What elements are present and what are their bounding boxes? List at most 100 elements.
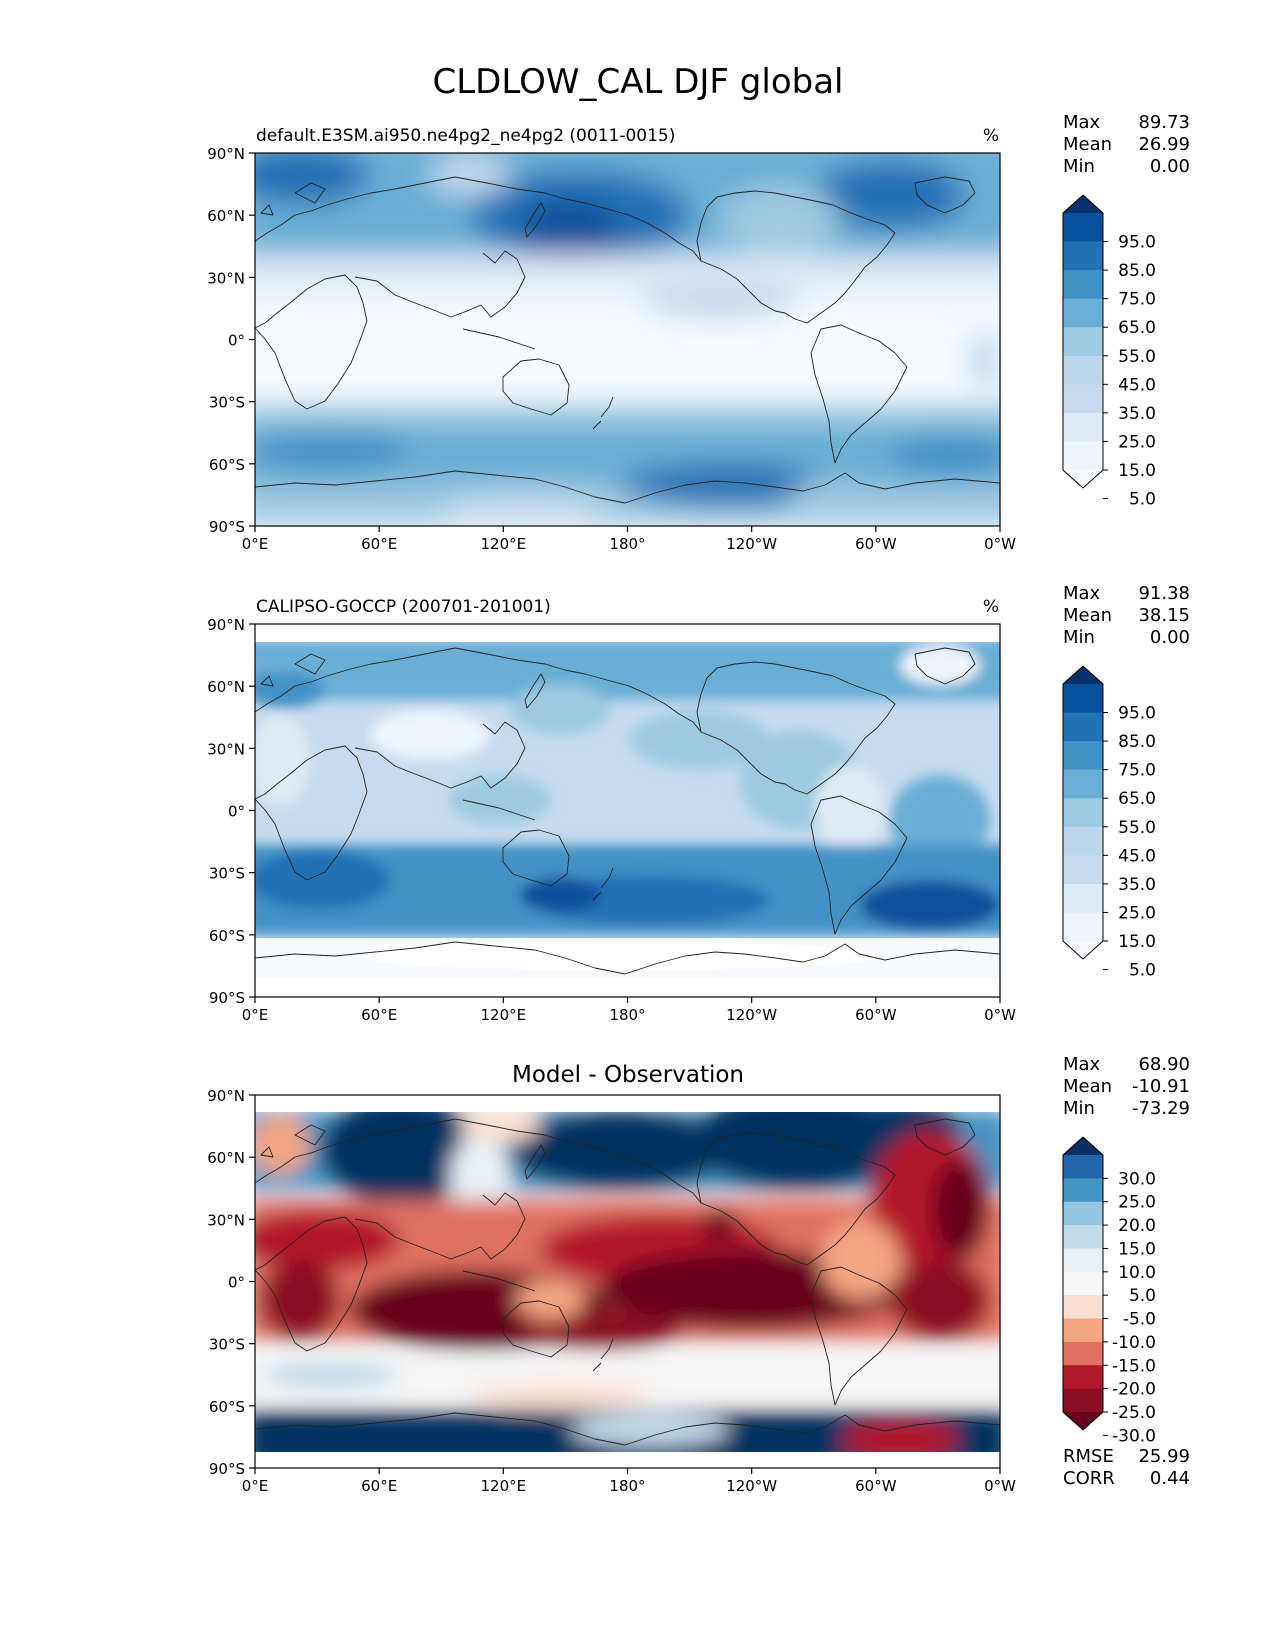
colorbar-segment <box>1063 1201 1103 1226</box>
stat-value: 91.38 <box>1138 583 1190 604</box>
colorbar-segment <box>1063 270 1103 300</box>
stats-block: Max 91.38 Mean 38.15 Min 0.00 <box>1063 583 1190 648</box>
lon-tick-label: 120°W <box>726 1477 777 1495</box>
lat-tick-label: 90°N <box>207 1087 245 1105</box>
colorbar-segment <box>1063 1365 1103 1390</box>
colorbar-tick-label: 85.0 <box>1118 732 1156 752</box>
stats-block: Max 68.90 Mean -10.91 Min -73.29 <box>1063 1054 1190 1119</box>
colorbar-extend-max <box>1063 1137 1103 1155</box>
colorbar-tick-label: -5.0 <box>1123 1310 1156 1330</box>
colorbar-segment <box>1063 1225 1103 1250</box>
colorbar: 95.0 85.0 75.0 65.0 55.0 45.0 35.0 25.0 15.0 5.0 <box>1062 665 1156 981</box>
lat-tick-label: 90°S <box>209 989 245 1007</box>
lat-tick-label: 60°S <box>209 456 245 474</box>
colorbar-extend-max <box>1063 195 1103 213</box>
colorbar-segment <box>1063 355 1103 385</box>
lon-tick-label: 120°E <box>481 1006 527 1024</box>
stat-value: 68.90 <box>1138 1054 1190 1075</box>
colorbar-tick-label: 5.0 <box>1129 961 1156 981</box>
colorbar-extend-min <box>1063 941 1103 959</box>
colorbar-tick-label: 45.0 <box>1118 375 1156 395</box>
stat-value: 25.99 <box>1138 1446 1190 1467</box>
colorbar-extend-max <box>1063 666 1103 684</box>
lat-tick-label: 0° <box>228 1274 245 1292</box>
stat-name: Mean <box>1063 1076 1112 1097</box>
panel-units: % <box>983 597 999 617</box>
colorbar-segment <box>1063 213 1103 243</box>
colorbar-segment <box>1063 327 1103 357</box>
lon-tick-label: 120°W <box>726 535 777 553</box>
stat-name: RMSE <box>1063 1446 1114 1467</box>
colorbar-segment <box>1063 241 1103 271</box>
lon-axis: 0°E 60°E 120°E 180° 120°W 60°W 0°W <box>242 526 1016 553</box>
stat-value: 0.44 <box>1150 1468 1190 1489</box>
lon-axis: 0°E 60°E 120°E 180° 120°W 60°W 0°W <box>242 997 1016 1024</box>
lat-tick-label: 30°N <box>207 740 245 758</box>
colorbar-extend-min <box>1063 1412 1103 1430</box>
colorbar-tick-label: 75.0 <box>1118 290 1156 310</box>
colorbar-tick-label: 65.0 <box>1118 318 1156 338</box>
colorbar-tick-label: 65.0 <box>1118 789 1156 809</box>
colorbar-tick-label: 5.0 <box>1129 1286 1156 1306</box>
colorbar-tick-label: 20.0 <box>1118 1216 1156 1236</box>
colorbar-tick-label: 55.0 <box>1118 818 1156 838</box>
lon-tick-label: 180° <box>609 535 645 553</box>
colorbar-tick-label: 75.0 <box>1118 761 1156 781</box>
colorbar-segment <box>1063 1271 1103 1296</box>
lon-tick-label: 60°E <box>361 535 397 553</box>
lon-tick-label: 120°E <box>481 535 527 553</box>
colorbar-segment <box>1063 712 1103 742</box>
stat-name: Max <box>1063 583 1101 604</box>
colorbar-tick-label: 15.0 <box>1118 932 1156 952</box>
stat-value: 38.15 <box>1138 605 1190 626</box>
colorbar-segment <box>1063 684 1103 714</box>
stat-value: 26.99 <box>1138 134 1190 155</box>
lat-tick-label: 90°S <box>209 518 245 536</box>
colorbar-segment <box>1063 298 1103 328</box>
colorbar-tick-label: 95.0 <box>1118 233 1156 253</box>
stat-value: 0.00 <box>1150 156 1190 177</box>
lon-axis: 0°E 60°E 120°E 180° 120°W 60°W 0°W <box>242 1468 1016 1495</box>
lon-tick-label: 60°W <box>855 1477 897 1495</box>
colorbar-tick-label: 35.0 <box>1118 875 1156 895</box>
colorbar-segment <box>1063 384 1103 414</box>
lat-tick-label: 30°N <box>207 269 245 287</box>
figure-title: CLDLOW_CAL DJF global <box>433 62 844 102</box>
error-stats-block: RMSE 25.99 CORR 0.44 <box>1063 1446 1190 1489</box>
colorbar-segment <box>1063 883 1103 914</box>
colorbar-tick-label: 95.0 <box>1118 704 1156 724</box>
lat-tick-label: 60°S <box>209 927 245 945</box>
colorbar-tick-label: 85.0 <box>1118 261 1156 281</box>
colorbar-segment <box>1063 1248 1103 1273</box>
colorbar-tick-label: -20.0 <box>1112 1380 1156 1400</box>
lat-tick-label: 60°S <box>209 1398 245 1416</box>
colorbar-tick-label: 25.0 <box>1118 432 1156 452</box>
lon-tick-label: 60°W <box>855 535 897 553</box>
colorbar-segment <box>1063 1295 1103 1320</box>
lat-tick-label: 60°N <box>207 678 245 696</box>
colorbar-segment <box>1063 412 1103 443</box>
stat-name: CORR <box>1063 1468 1115 1489</box>
colorbar-tick-label: 30.0 <box>1118 1169 1156 1189</box>
colorbar-tick-label: 25.0 <box>1118 1193 1156 1213</box>
colorbar-segment <box>1063 1341 1103 1366</box>
panel-left-title: CALIPSO-GOCCP (200701-201001) <box>256 597 551 617</box>
colorbar-tick-label: -25.0 <box>1112 1403 1156 1423</box>
panel-left-title: default.E3SM.ai950.ne4pg2_ne4pg2 (0011-0… <box>256 126 675 146</box>
lon-tick-label: 180° <box>609 1006 645 1024</box>
lon-tick-label: 180° <box>609 1477 645 1495</box>
panel-center-title: Model - Observation <box>512 1062 744 1088</box>
colorbar: 95.0 85.0 75.0 65.0 55.0 45.0 35.0 25.0 15.0 5.0 <box>1062 194 1156 510</box>
colorbar-segment <box>1063 855 1103 885</box>
colorbar-segment <box>1063 1388 1103 1413</box>
colorbar-tick-label: 10.0 <box>1118 1263 1156 1283</box>
lon-tick-label: 0°W <box>984 1006 1016 1024</box>
stat-name: Min <box>1063 627 1095 648</box>
lat-tick-label: 60°N <box>207 1149 245 1167</box>
lat-tick-label: 90°N <box>207 616 245 634</box>
stat-name: Max <box>1063 112 1101 133</box>
stats-block: Max 89.73 Mean 26.99 Min 0.00 <box>1063 112 1190 177</box>
colorbar-tick-label: 25.0 <box>1118 903 1156 923</box>
lat-tick-label: 60°N <box>207 207 245 225</box>
lon-tick-label: 60°W <box>855 1006 897 1024</box>
